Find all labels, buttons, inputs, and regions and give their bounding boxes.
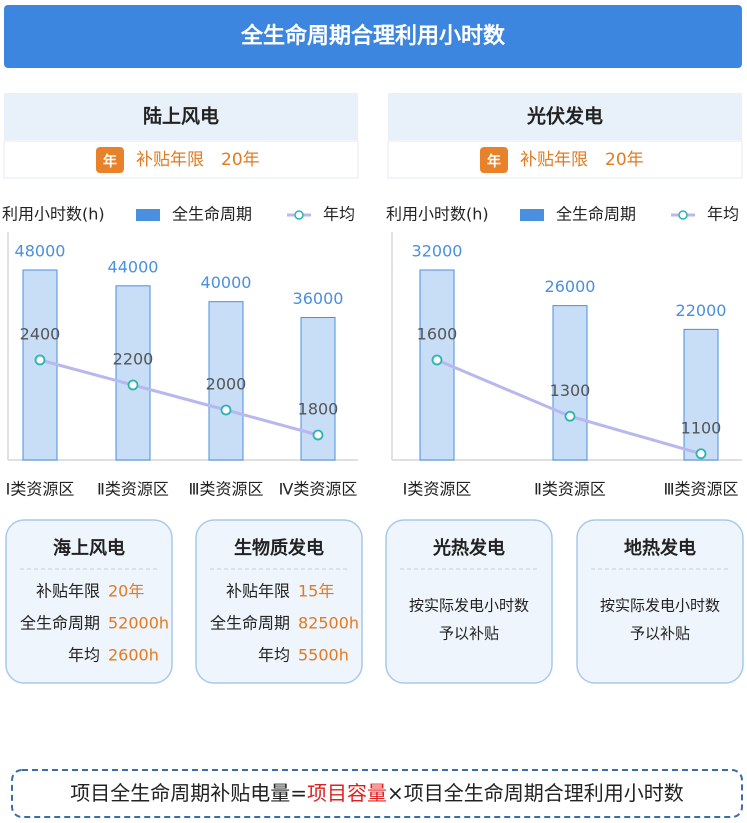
legend-swatch bbox=[136, 209, 160, 221]
x-tick-label: Ⅳ类资源区 bbox=[279, 480, 358, 499]
legend-label: 年均 bbox=[323, 205, 355, 224]
bar-value-label: 36000 bbox=[293, 289, 344, 308]
card bbox=[385, 519, 553, 684]
calendar-icon bbox=[96, 147, 124, 173]
calendar-icon-text: 年 bbox=[103, 153, 117, 170]
x-tick-label: Ⅰ类资源区 bbox=[6, 480, 75, 499]
bar-value-label: 48000 bbox=[15, 242, 66, 261]
card-row-label: 补贴年限 bbox=[36, 582, 100, 601]
bar-value-label: 44000 bbox=[108, 257, 159, 276]
card-row-value: 5500h bbox=[298, 646, 349, 665]
calendar-icon-text: 年 bbox=[487, 153, 501, 170]
formula-box bbox=[11, 769, 743, 818]
card-row-value: 15年 bbox=[298, 582, 334, 601]
line-point bbox=[564, 410, 576, 422]
card-row-value: 52000h bbox=[108, 614, 169, 633]
formula-part: 项目全生命周期补贴电量= bbox=[70, 781, 307, 805]
legend-marker bbox=[294, 210, 304, 220]
calendar-icon bbox=[480, 147, 508, 173]
line-value-label: 1300 bbox=[550, 381, 591, 400]
header-title: 全生命周期合理利用小时数 bbox=[240, 23, 506, 49]
line-point bbox=[312, 429, 324, 441]
card-row-label: 补贴年限 bbox=[226, 582, 290, 601]
card-row-value: 20年 bbox=[108, 582, 144, 601]
card-row-label: 全生命周期 bbox=[20, 614, 100, 633]
card bbox=[195, 519, 363, 684]
subsidy-label: 补贴年限 bbox=[520, 150, 588, 170]
formula-part-highlight: 项目容量 bbox=[307, 781, 387, 805]
card-row-label: 年均 bbox=[258, 646, 290, 665]
card-text: 按实际发电小时数 bbox=[409, 597, 529, 615]
subsidy-box bbox=[3, 140, 359, 179]
panel-title-box bbox=[4, 93, 358, 140]
line-value-label: 2000 bbox=[206, 375, 247, 394]
line-value-label: 2200 bbox=[113, 350, 154, 369]
panel-title-box bbox=[388, 93, 742, 140]
card-row-value: 2600h bbox=[108, 646, 159, 665]
subsidy-box bbox=[387, 140, 743, 179]
line-point bbox=[695, 448, 707, 460]
card-text: 予以补贴 bbox=[439, 625, 499, 643]
card bbox=[5, 519, 173, 684]
card-text: 按实际发电小时数 bbox=[600, 597, 720, 615]
subsidy-value: 20年 bbox=[221, 150, 260, 170]
header-bar bbox=[4, 5, 742, 68]
line-point bbox=[127, 379, 139, 391]
card-title: 地热发电 bbox=[624, 537, 696, 559]
line-value-label: 2400 bbox=[20, 325, 61, 344]
x-tick-label: Ⅱ类资源区 bbox=[534, 480, 606, 499]
line-point bbox=[34, 354, 46, 366]
bar-value-label: 22000 bbox=[676, 301, 727, 320]
formula: 项目全生命周期补贴电量=项目容量×项目全生命周期合理利用小时数 bbox=[70, 781, 684, 805]
x-tick-label: Ⅰ类资源区 bbox=[403, 480, 472, 499]
bar bbox=[208, 301, 244, 461]
card-row-value: 82500h bbox=[298, 614, 359, 633]
legend-label: 全生命周期 bbox=[172, 205, 252, 224]
x-tick-label: Ⅱ类资源区 bbox=[97, 480, 169, 499]
legend-marker bbox=[678, 210, 688, 220]
bar bbox=[552, 305, 588, 461]
legend-swatch bbox=[520, 209, 544, 221]
panel-title: 光伏发电 bbox=[526, 105, 603, 128]
card-text: 予以补贴 bbox=[630, 625, 690, 643]
y-axis-label: 利用小时数(h) bbox=[386, 205, 489, 224]
y-axis-label: 利用小时数(h) bbox=[2, 205, 105, 224]
x-tick-label: Ⅲ类资源区 bbox=[663, 480, 738, 499]
line-value-label: 1800 bbox=[298, 400, 339, 419]
line bbox=[39, 358, 319, 437]
bar-value-label: 26000 bbox=[545, 277, 596, 296]
line-point bbox=[220, 404, 232, 416]
bar-value-label: 32000 bbox=[412, 242, 463, 261]
bar bbox=[115, 285, 151, 461]
line-value-label: 1600 bbox=[417, 325, 458, 344]
subsidy-value: 20年 bbox=[605, 150, 644, 170]
line-value-label: 1100 bbox=[681, 418, 722, 437]
formula-part: ×项目全生命周期合理利用小时数 bbox=[387, 781, 684, 805]
card-title: 光热发电 bbox=[432, 537, 505, 559]
legend-label: 全生命周期 bbox=[556, 205, 636, 224]
card-row-label: 全生命周期 bbox=[210, 614, 290, 633]
card-title: 海上风电 bbox=[53, 537, 125, 559]
subsidy-label: 补贴年限 bbox=[136, 150, 204, 170]
x-tick-label: Ⅲ类资源区 bbox=[188, 480, 263, 499]
bar-value-label: 40000 bbox=[201, 273, 252, 292]
card-title: 生物质发电 bbox=[234, 537, 324, 559]
panel-title: 陆上风电 bbox=[143, 105, 219, 128]
line-point bbox=[431, 354, 443, 366]
bar bbox=[683, 328, 719, 461]
card bbox=[576, 519, 744, 684]
legend-label: 年均 bbox=[707, 205, 739, 224]
card-row-label: 年均 bbox=[68, 646, 100, 665]
